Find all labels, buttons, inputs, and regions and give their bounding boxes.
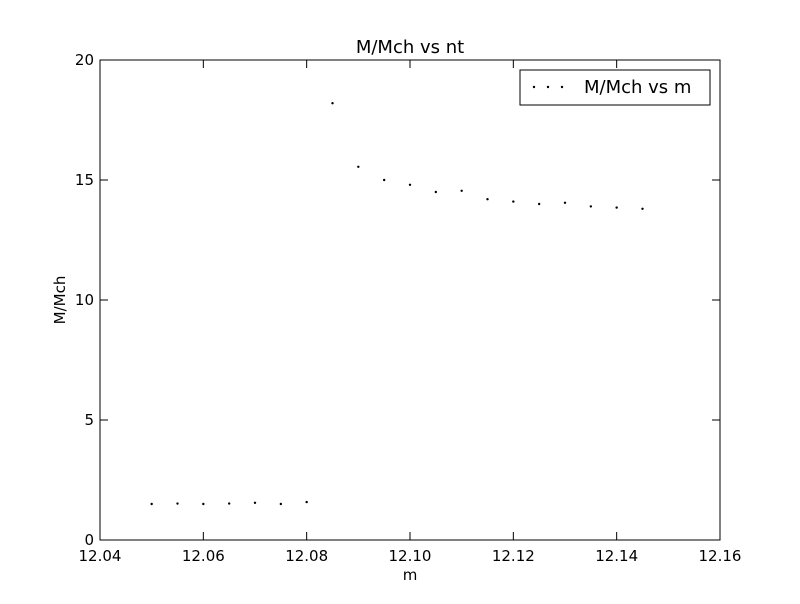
x-tick-label: 12.16 — [699, 547, 742, 565]
data-point — [615, 206, 618, 209]
data-point — [537, 202, 541, 206]
data-point — [434, 190, 438, 194]
legend-label: M/Mch vs m — [584, 77, 691, 98]
x-axis-ticks: 12.04 12.06 12.08 12.10 12.12 12.14 12.16 — [79, 60, 742, 565]
data-point — [512, 200, 515, 203]
y-tick-label: 15 — [75, 171, 94, 189]
legend-marker — [546, 85, 550, 89]
data-point — [563, 201, 567, 204]
data-point — [176, 502, 179, 505]
x-tick-label: 12.04 — [79, 547, 122, 565]
y-tick-label: 5 — [84, 411, 94, 429]
plot-area-frame — [99, 59, 721, 541]
data-point — [150, 502, 153, 506]
data-point — [279, 502, 283, 506]
x-tick-label: 12.08 — [285, 547, 328, 565]
legend-marker-group — [532, 85, 564, 89]
x-tick-label: 12.10 — [389, 547, 432, 565]
y-axis-ticks: 0 5 10 15 20 — [75, 51, 720, 549]
y-tick-label: 0 — [84, 531, 94, 549]
data-point — [253, 501, 257, 504]
data-point — [486, 198, 489, 201]
y-axis-label: M/Mch — [51, 276, 69, 325]
data-point — [460, 189, 463, 192]
data-point — [305, 500, 308, 504]
y-tick-label: 20 — [75, 51, 94, 69]
x-axis-label: m — [403, 566, 418, 584]
data-point — [202, 502, 205, 506]
data-point — [331, 102, 334, 105]
data-points — [150, 102, 644, 506]
legend-marker — [560, 85, 564, 89]
legend-box — [519, 69, 711, 106]
chart-title: M/Mch vs nt — [356, 37, 464, 58]
data-point — [382, 178, 386, 182]
legend-marker — [532, 85, 536, 89]
x-tick-label: 12.12 — [492, 547, 535, 565]
legend[interactable]: M/Mch vs m — [519, 69, 711, 106]
data-point — [589, 205, 593, 208]
data-point — [227, 502, 231, 505]
data-point — [357, 165, 360, 168]
data-point — [408, 183, 412, 186]
y-tick-label: 10 — [75, 291, 94, 309]
x-tick-label: 12.14 — [595, 547, 638, 565]
x-tick-label: 12.06 — [182, 547, 225, 565]
data-point — [641, 207, 644, 210]
